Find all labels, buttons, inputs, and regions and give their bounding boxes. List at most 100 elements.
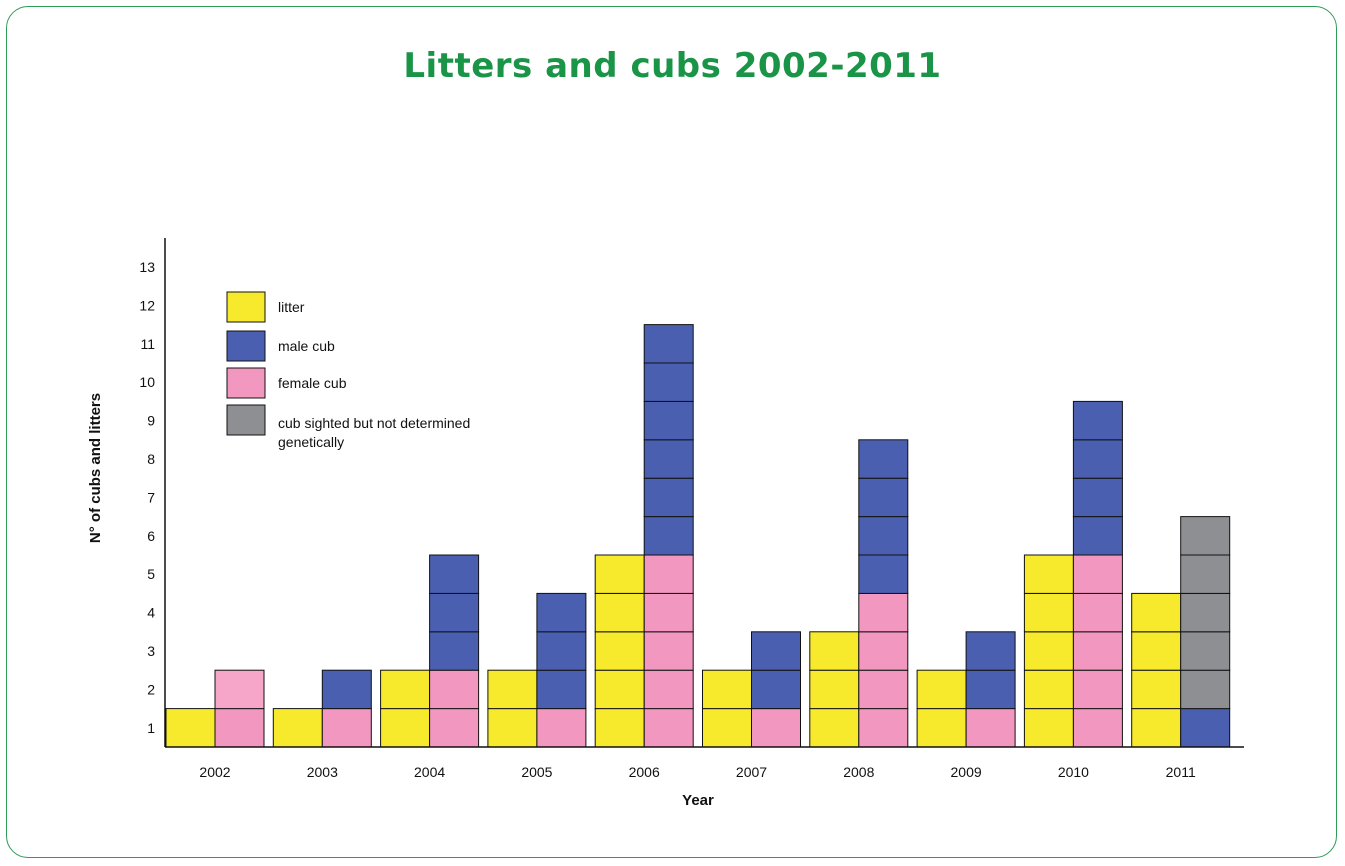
male-cub-bar-segment	[858, 477, 909, 518]
female-cub-bar-segment	[643, 669, 694, 710]
legend-label-undetermined: cub sighted but not determined geneticall…	[278, 415, 470, 450]
male-cub-bar-segment	[751, 669, 801, 710]
litter-bar-segment	[1131, 669, 1182, 710]
litter-bar-segment	[1023, 669, 1074, 710]
x-tick-label: 2009	[951, 764, 982, 780]
male-cub-bar-segment	[751, 631, 801, 671]
male-cub-bar-segment	[965, 669, 1016, 710]
litter-bar-segment	[702, 708, 752, 748]
female-cub-bar-segment	[1072, 554, 1123, 594]
litter-bar-segment	[1131, 631, 1182, 671]
y-tick-label: 13	[139, 259, 155, 275]
litter-bar-segment	[916, 669, 967, 710]
litter-bar-segment	[702, 669, 752, 710]
female-cub-bar-segment	[214, 669, 265, 710]
male-cub-bar-segment	[321, 669, 372, 710]
x-tick-label: 2008	[843, 764, 874, 780]
y-axis-title: N° of cubs and litters	[87, 393, 104, 543]
undetermined-cub-bar-segment	[1180, 554, 1231, 594]
female-cub-bar-segment	[214, 708, 265, 748]
undetermined-cub-bar-segment	[1180, 592, 1231, 633]
male-cub-bar-segment	[643, 439, 694, 479]
male-cub-bar-segment	[858, 554, 909, 594]
undetermined-cub-bar-segment	[1180, 631, 1231, 671]
male-cub-bar-segment	[1072, 439, 1123, 479]
female-cub-bar-segment	[643, 631, 694, 671]
female-cub-bar-segment	[858, 708, 909, 748]
male-cub-bar-segment	[858, 439, 909, 479]
male-cub-bar-segment	[643, 362, 694, 402]
litter-bar-segment	[1023, 708, 1074, 748]
x-tick-label: 2011	[1166, 764, 1196, 780]
litter-bar-segment	[1023, 592, 1074, 633]
litter-bar-segment	[1023, 631, 1074, 671]
female-cub-bar-segment	[1072, 669, 1123, 710]
legend: litter male cub female cub cub sighted but …	[226, 291, 470, 450]
litter-bar-segment	[916, 708, 967, 748]
litter-bar-segment	[594, 669, 645, 710]
male-cub-bar-segment	[643, 324, 694, 364]
litter-bar-segment	[272, 708, 323, 748]
x-tick-label: 2006	[629, 764, 660, 780]
female-cub-bar-segment	[643, 708, 694, 748]
litter-bar-segment	[1023, 554, 1074, 594]
litter-bar-segment	[1131, 592, 1182, 633]
x-tick-label: 2004	[414, 764, 445, 780]
male-cub-bar-segment	[536, 592, 587, 633]
x-tick-label: 2002	[199, 764, 230, 780]
litter-bar-segment	[487, 669, 538, 710]
legend-swatch-male	[226, 330, 266, 362]
litter-bar-segment	[380, 669, 431, 710]
male-cub-bar-segment	[643, 477, 694, 518]
litter-bar-segment	[1131, 708, 1182, 748]
undetermined-cub-bar-segment	[1180, 516, 1231, 556]
female-cub-bar-segment	[643, 554, 694, 594]
male-cub-bar-segment	[965, 631, 1016, 671]
female-cub-bar-segment	[429, 669, 480, 710]
legend-swatch-litter	[226, 291, 266, 323]
undetermined-cub-bar-segment	[1180, 669, 1231, 710]
y-tick-label: 5	[147, 566, 155, 582]
female-cub-bar-segment	[858, 631, 909, 671]
litter-bar-segment	[809, 669, 860, 710]
male-cub-bar-segment	[643, 400, 694, 441]
female-cub-bar-segment	[536, 708, 587, 748]
male-cub-bar-segment	[1072, 477, 1123, 518]
x-ticks: 2002 2003 2004 2005 2006 2007 2008 2009 2010 2011	[199, 764, 1196, 780]
female-cub-bar-segment	[965, 708, 1016, 748]
legend-swatch-female	[226, 367, 266, 399]
female-cub-bar-segment	[321, 708, 372, 748]
male-cub-bar-segment	[536, 631, 587, 671]
litter-bar-segment	[487, 708, 538, 748]
x-tick-label: 2003	[307, 764, 338, 780]
female-cub-bar-segment	[1072, 631, 1123, 671]
male-cub-bar-segment	[1072, 516, 1123, 556]
male-cub-bar-segment	[429, 554, 480, 594]
male-cub-bar-segment	[1180, 708, 1231, 748]
x-tick-label: 2007	[736, 764, 767, 780]
y-tick-label: 2	[147, 681, 155, 697]
male-cub-bar-segment	[858, 516, 909, 556]
male-cub-bar-segment	[643, 516, 694, 556]
y-tick-label: 6	[147, 528, 155, 544]
y-tick-label: 7	[147, 489, 155, 505]
x-axis-title: Year	[682, 792, 714, 809]
litter-bar-segment	[594, 708, 645, 748]
legend-swatch-undetermined	[226, 404, 266, 436]
litter-bar-segment	[594, 554, 645, 594]
female-cub-bar-segment	[858, 592, 909, 633]
female-cub-bar-segment	[751, 708, 801, 748]
legend-label-male: male cub	[278, 338, 335, 354]
litter-bar-segment	[380, 708, 431, 748]
litter-bar-segment	[594, 631, 645, 671]
female-cub-bar-segment	[429, 708, 480, 748]
litter-bar-segment	[809, 708, 860, 748]
legend-label-litter: litter	[278, 299, 305, 315]
male-cub-bar-segment	[536, 669, 587, 710]
male-cub-bar-segment	[429, 631, 480, 671]
y-tick-label: 4	[147, 605, 155, 621]
y-tick-label: 1	[147, 720, 155, 736]
female-cub-bar-segment	[1072, 592, 1123, 633]
female-cub-bar-segment	[858, 669, 909, 710]
